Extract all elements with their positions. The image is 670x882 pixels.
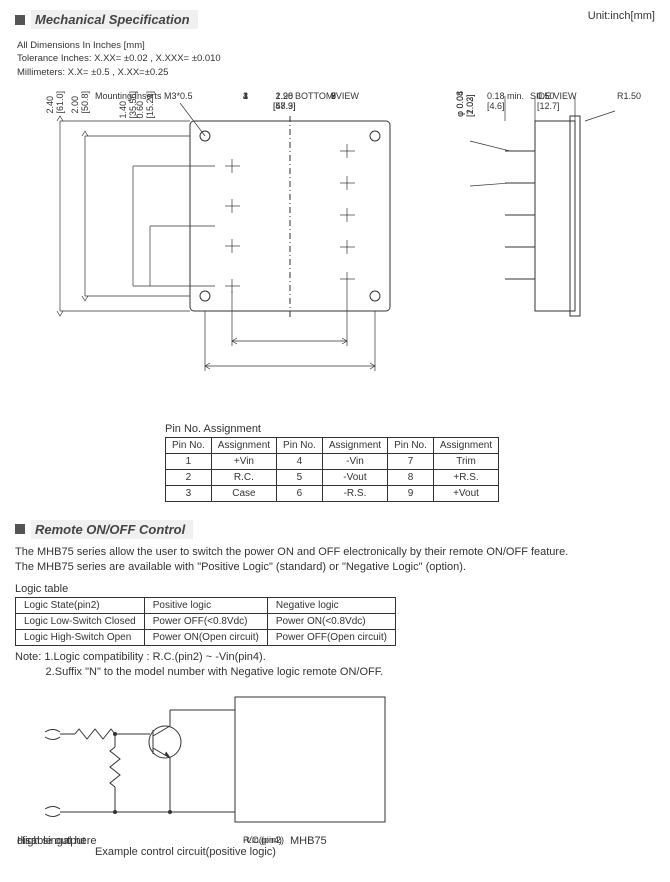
- col-header: Assignment: [322, 437, 387, 453]
- table-row: Pin No. Assignment Pin No. Assignment Pi…: [166, 437, 499, 453]
- table-row: 3Case 6-R.S. 9+Vout: [166, 485, 499, 501]
- table-row: Logic Low-Switch Closed Power OFF(<0.8Vd…: [16, 613, 396, 629]
- table-row: 1+Vin 4-Vin 7Trim: [166, 453, 499, 469]
- para-line: The MHB75 series are available with "Pos…: [15, 560, 655, 575]
- remote-paragraph: The MHB75 series allow the user to switc…: [15, 545, 655, 575]
- dim-height-1: 2.40 [61.0]: [45, 91, 65, 114]
- mechanical-drawing: Mounting Inserts M3*0.5 BOTTOM VIEW SIDE…: [15, 91, 655, 411]
- signal-note-2: disable output: [17, 835, 86, 847]
- col-header: Pin No.: [277, 437, 323, 453]
- bottom-view-label: BOTTOM VIEW: [295, 91, 359, 101]
- circuit-caption: Example control circuit(positive logic): [95, 846, 655, 858]
- logic-table: Logic State(pin2) Positive logic Negativ…: [15, 597, 396, 646]
- pin-num: 9: [331, 91, 336, 101]
- tolerance-notes: All Dimensions In Inches [mm] Tolerance …: [17, 39, 655, 79]
- dim-radius: R1.50: [617, 91, 641, 101]
- note-line: Tolerance Inches: X.XX= ±0.02 , X.XXX= ±…: [17, 52, 655, 65]
- section-title: Mechanical Specification: [31, 10, 198, 29]
- pin-table-section: Pin No. Assignment Pin No. Assignment Pi…: [165, 423, 655, 502]
- logic-table-caption: Logic table: [15, 583, 655, 595]
- logic-notes: Note: 1.Logic compatibility : R.C.(pin2)…: [15, 650, 655, 681]
- pin-num: 1: [243, 91, 248, 101]
- section-title: Remote ON/OFF Control: [31, 520, 193, 539]
- dim-top2: 0.50 [12.7]: [537, 91, 560, 111]
- dim-height-2: 2.00 [50.8]: [70, 91, 90, 114]
- dim-phi2: φ 0.04 [1.02]: [455, 91, 475, 117]
- section-bullet-icon: [15, 524, 25, 534]
- col-header: Pin No.: [166, 437, 212, 453]
- section-header-mechanical: Mechanical Specification: [15, 10, 198, 29]
- table-row: Logic High-Switch Open Power ON(Open cir…: [16, 629, 396, 645]
- note-line: 2.Suffix "N" to the model number with Ne…: [15, 665, 655, 680]
- dim-top1: 0.18 min. [4.6]: [487, 91, 524, 111]
- table-row: 2R.C. 5-Vout 8+R.S.: [166, 469, 499, 485]
- dim-width-2: 2.28 [57.9]: [273, 91, 296, 111]
- para-line: The MHB75 series allow the user to switc…: [15, 545, 655, 560]
- note-line: Note: 1.Logic compatibility : R.C.(pin2)…: [15, 650, 655, 665]
- note-line: All Dimensions In Inches [mm]: [17, 39, 655, 52]
- unit-label: Unit:inch[mm]: [588, 10, 655, 22]
- vin-pin-label: -Vin(pin4): [243, 835, 282, 845]
- col-header: Assignment: [211, 437, 276, 453]
- pin-assignment-table: Pin No. Assignment Pin No. Assignment Pi…: [165, 437, 499, 502]
- col-header: Assignment: [433, 437, 498, 453]
- section-bullet-icon: [15, 15, 25, 25]
- pin-table-caption: Pin No. Assignment: [165, 423, 655, 435]
- table-row: Logic State(pin2) Positive logic Negativ…: [16, 597, 396, 613]
- dim-height-4: 0.60 [15.24]: [135, 91, 155, 119]
- col-header: Pin No.: [388, 437, 434, 453]
- section-header-remote: Remote ON/OFF Control: [15, 520, 655, 539]
- note-line: Millimeters: X.X= ±0.5 , X.XX=±0.25: [17, 66, 655, 79]
- mhb75-box-label: MHB75: [290, 835, 327, 847]
- example-circuit: R.C.(pin2) MHB75 -Vin(pin4) High singal …: [35, 692, 655, 842]
